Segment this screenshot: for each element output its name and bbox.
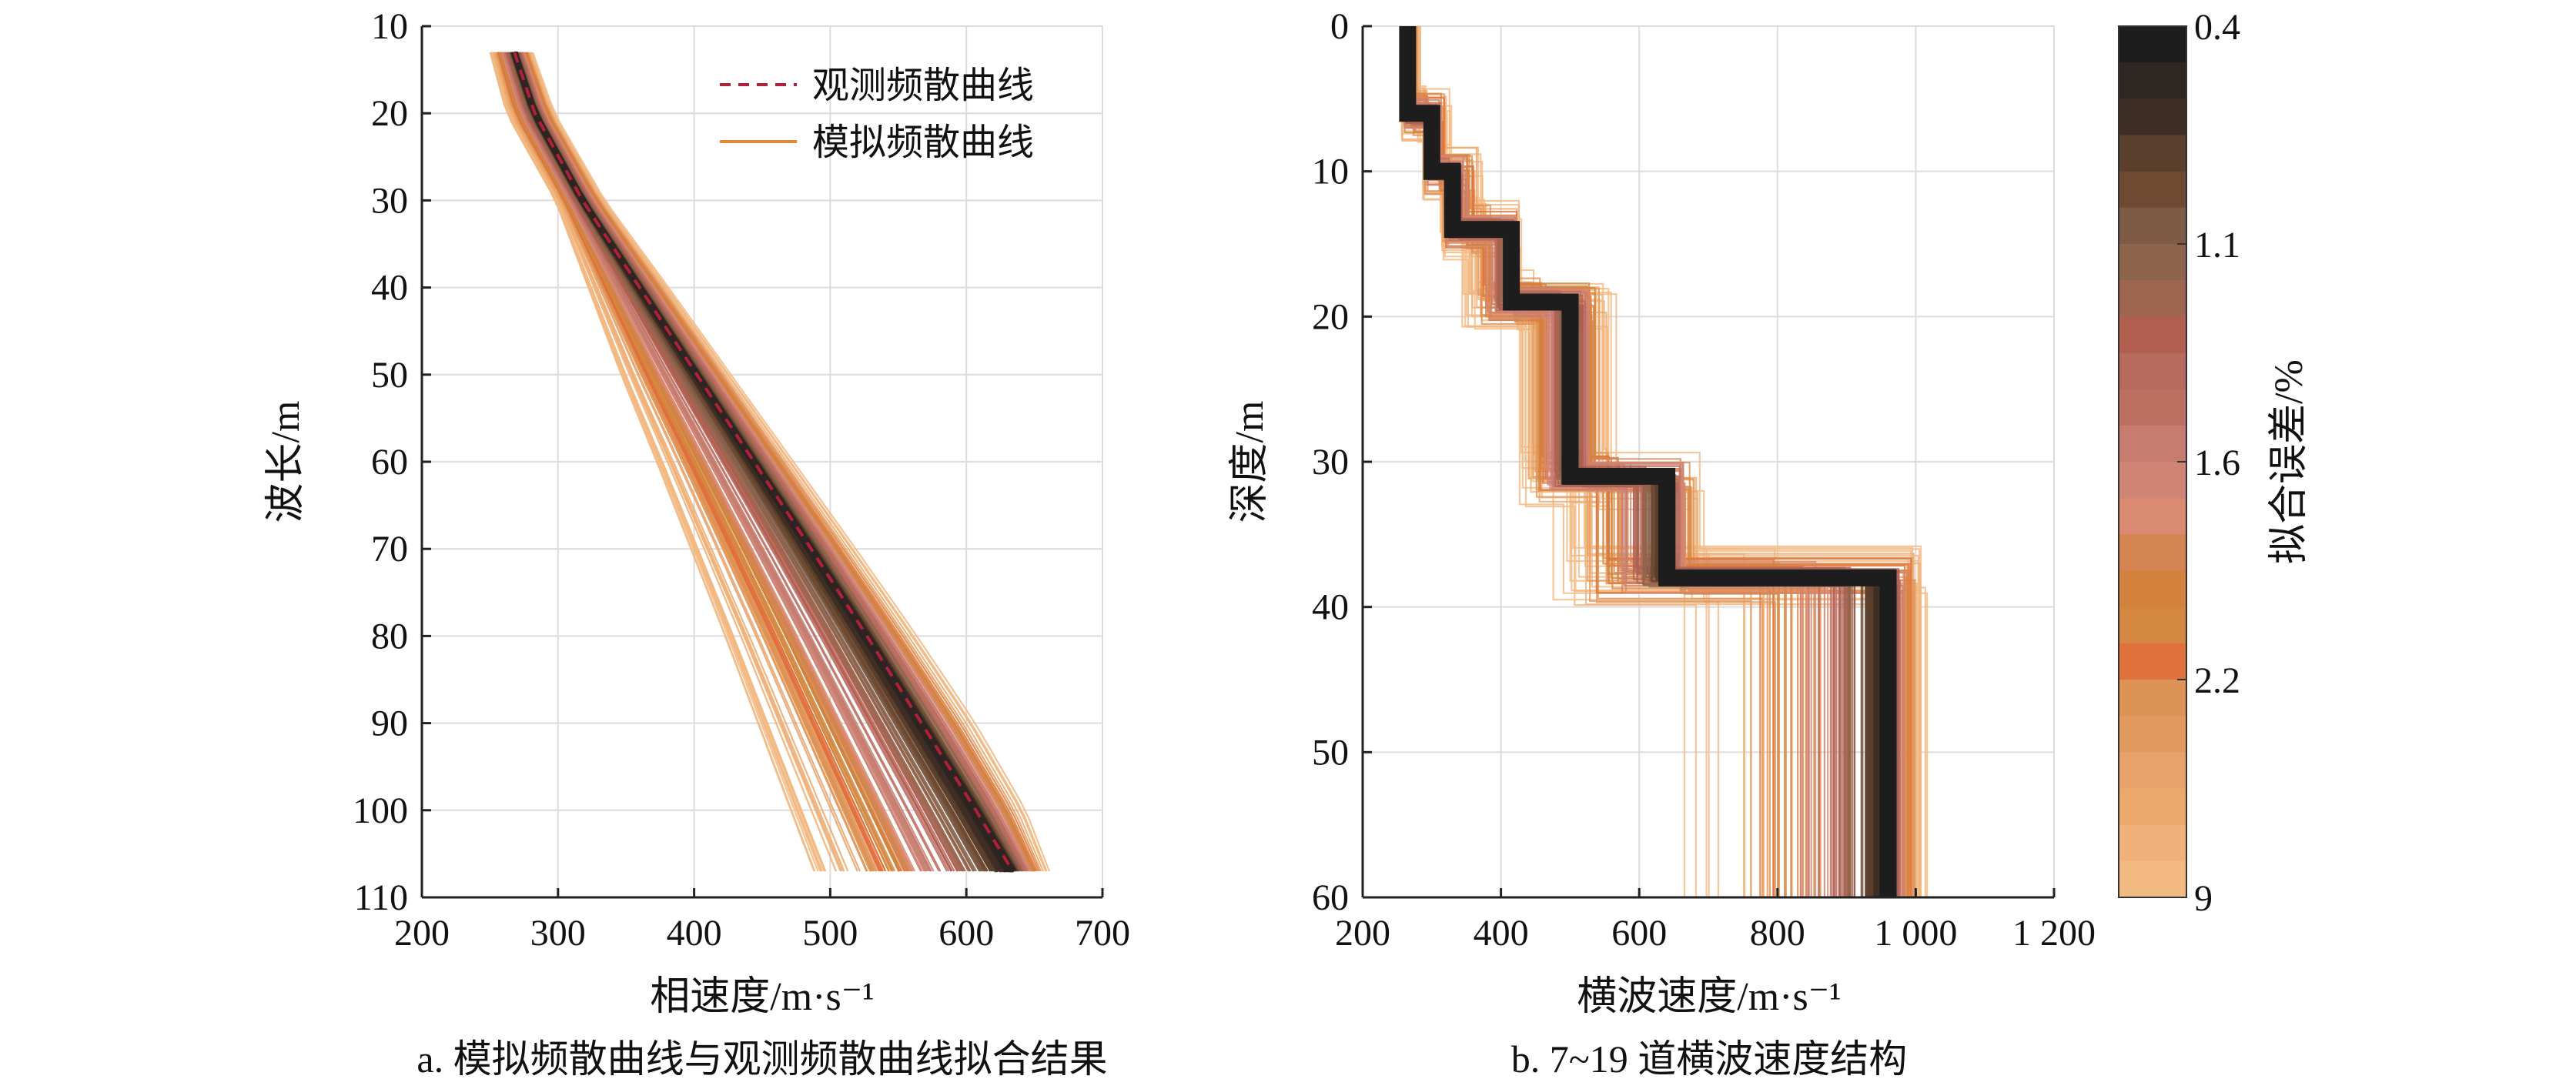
- panel-b-y-axis-title: 深度/m: [1228, 401, 1272, 523]
- colorbar-tick-label: 9: [2194, 878, 2213, 919]
- legend-simulated-label: 模拟频散曲线: [812, 122, 1034, 163]
- panel-a-x-tick-label: 500: [802, 913, 858, 954]
- panel-a-x-tick-label: 700: [1075, 913, 1130, 954]
- colorbar-swatch: [2119, 207, 2186, 245]
- panel-b-x-tick-label: 800: [1750, 913, 1805, 954]
- colorbar-tick-label: 0.4: [2194, 7, 2240, 48]
- panel-a-y-tick-label: 60: [371, 442, 408, 483]
- colorbar-swatch: [2119, 643, 2186, 680]
- colorbar-swatch: [2119, 680, 2186, 717]
- shear-velocity-model: [1400, 26, 1929, 897]
- panel-b-x-tick-label: 400: [1474, 913, 1529, 954]
- simulated-dispersion-curve: [527, 52, 1040, 872]
- panel-b-y-tick-label: 60: [1312, 877, 1349, 918]
- colorbar-swatch: [2119, 788, 2186, 826]
- panel-b-y-tick-label: 30: [1312, 442, 1349, 483]
- panel-a-x-axis-title: 相速度/m·s⁻¹: [650, 975, 875, 1019]
- simulated-dispersion-curve: [530, 52, 1047, 872]
- panel-a-dispersion-curves: 200 300 400 500 600 700 10 20 30 40 50 60 70 80 90 100 1…: [264, 6, 1130, 1081]
- colorbar-swatch: [2119, 716, 2186, 753]
- fitting-error-colorbar: 0.4 1.1 1.6 2.2 9 拟合误差/%: [2118, 7, 2311, 919]
- colorbar-swatch: [2119, 99, 2186, 136]
- observed-dispersion-curve: [513, 52, 1015, 873]
- panel-b-x-tick-label: 600: [1611, 913, 1667, 954]
- panel-a-y-tick-label: 20: [371, 93, 408, 134]
- panel-a-x-tick-label: 600: [938, 913, 994, 954]
- panel-b-x-axis-title: 横波速度/m·s⁻¹: [1577, 975, 1842, 1019]
- colorbar-swatch: [2119, 316, 2186, 354]
- colorbar-tick-label: 2.2: [2194, 660, 2240, 701]
- colorbar-swatch: [2119, 752, 2186, 790]
- colorbar-swatch: [2119, 389, 2186, 426]
- colorbar-swatch: [2119, 606, 2186, 644]
- panel-a-y-tick-label: 110: [354, 877, 408, 918]
- shear-velocity-model: [1403, 26, 1761, 897]
- panel-a-caption: a. 模拟频散曲线与观测频散曲线拟合结果: [417, 1037, 1107, 1081]
- colorbar-tick-label: 1.6: [2194, 443, 2240, 483]
- colorbar-swatch: [2119, 26, 2186, 63]
- panel-b-y-tick-label: 20: [1312, 296, 1349, 337]
- panel-a-x-tick-label: 400: [667, 913, 722, 954]
- panel-a-y-axis-title: 波长/m: [264, 401, 308, 523]
- panel-a-y-tick-label: 90: [371, 703, 408, 744]
- colorbar-swatch: [2119, 62, 2186, 99]
- panel-a-y-tick-label: 30: [371, 180, 408, 221]
- panel-a-y-tick-label: 70: [371, 529, 408, 570]
- colorbar-swatch: [2119, 425, 2186, 463]
- panel-a-y-tick-label: 50: [371, 355, 408, 396]
- simulated-dispersion-curve: [529, 52, 1045, 872]
- panel-a-y-tick-label: 80: [371, 616, 408, 656]
- simulated-dispersion-curve: [532, 52, 1051, 872]
- simulated-dispersion-curve: [493, 52, 849, 872]
- best-fit-velocity-model: [1399, 26, 1897, 897]
- panel-a-y-tick-label: 40: [371, 268, 408, 309]
- colorbar-title: 拟合误差/%: [2267, 359, 2311, 564]
- panel-b-y-tick-label: 0: [1330, 6, 1349, 47]
- panel-b-caption: b. 7~19 道横波速度结构: [1511, 1037, 1908, 1081]
- colorbar-swatch: [2119, 824, 2186, 862]
- colorbar-swatch: [2119, 498, 2186, 535]
- panel-a-x-tick-label: 300: [530, 913, 586, 954]
- panel-a-x-tick-label: 200: [394, 913, 450, 954]
- panel-b-y-tick-label: 40: [1312, 587, 1349, 628]
- colorbar-swatch: [2119, 534, 2186, 572]
- panel-b-y-tick-label: 50: [1312, 732, 1349, 773]
- colorbar-swatch: [2119, 244, 2186, 281]
- colorbar-swatch: [2119, 135, 2186, 172]
- colorbar-swatch: [2119, 860, 2186, 898]
- panel-a-y-tick-label: 10: [371, 6, 408, 47]
- simulated-dispersion-curve: [490, 52, 827, 872]
- colorbar-swatch: [2119, 570, 2186, 608]
- legend-observed-label: 观测频散曲线: [812, 65, 1034, 106]
- panel-b-x-tick-label: 200: [1335, 913, 1390, 954]
- panel-a-y-tick-label: 100: [353, 790, 408, 831]
- panel-b-shear-velocity-structure: 200 400 600 800 1 000 1 200 0 10 20 30 40 50 60 横波速度/…: [1228, 6, 2096, 1081]
- colorbar-swatch: [2119, 171, 2186, 209]
- colorbar-swatch: [2119, 462, 2186, 499]
- colorbar-tick-label: 1.1: [2194, 225, 2240, 266]
- panel-b-x-tick-label: 1 000: [1874, 913, 1957, 954]
- panel-b-x-tick-label: 1 200: [2012, 913, 2096, 954]
- simulated-dispersion-curve: [527, 52, 1042, 872]
- colorbar-swatch: [2119, 280, 2186, 317]
- panel-b-y-tick-label: 10: [1312, 152, 1349, 192]
- colorbar-swatch: [2119, 352, 2186, 390]
